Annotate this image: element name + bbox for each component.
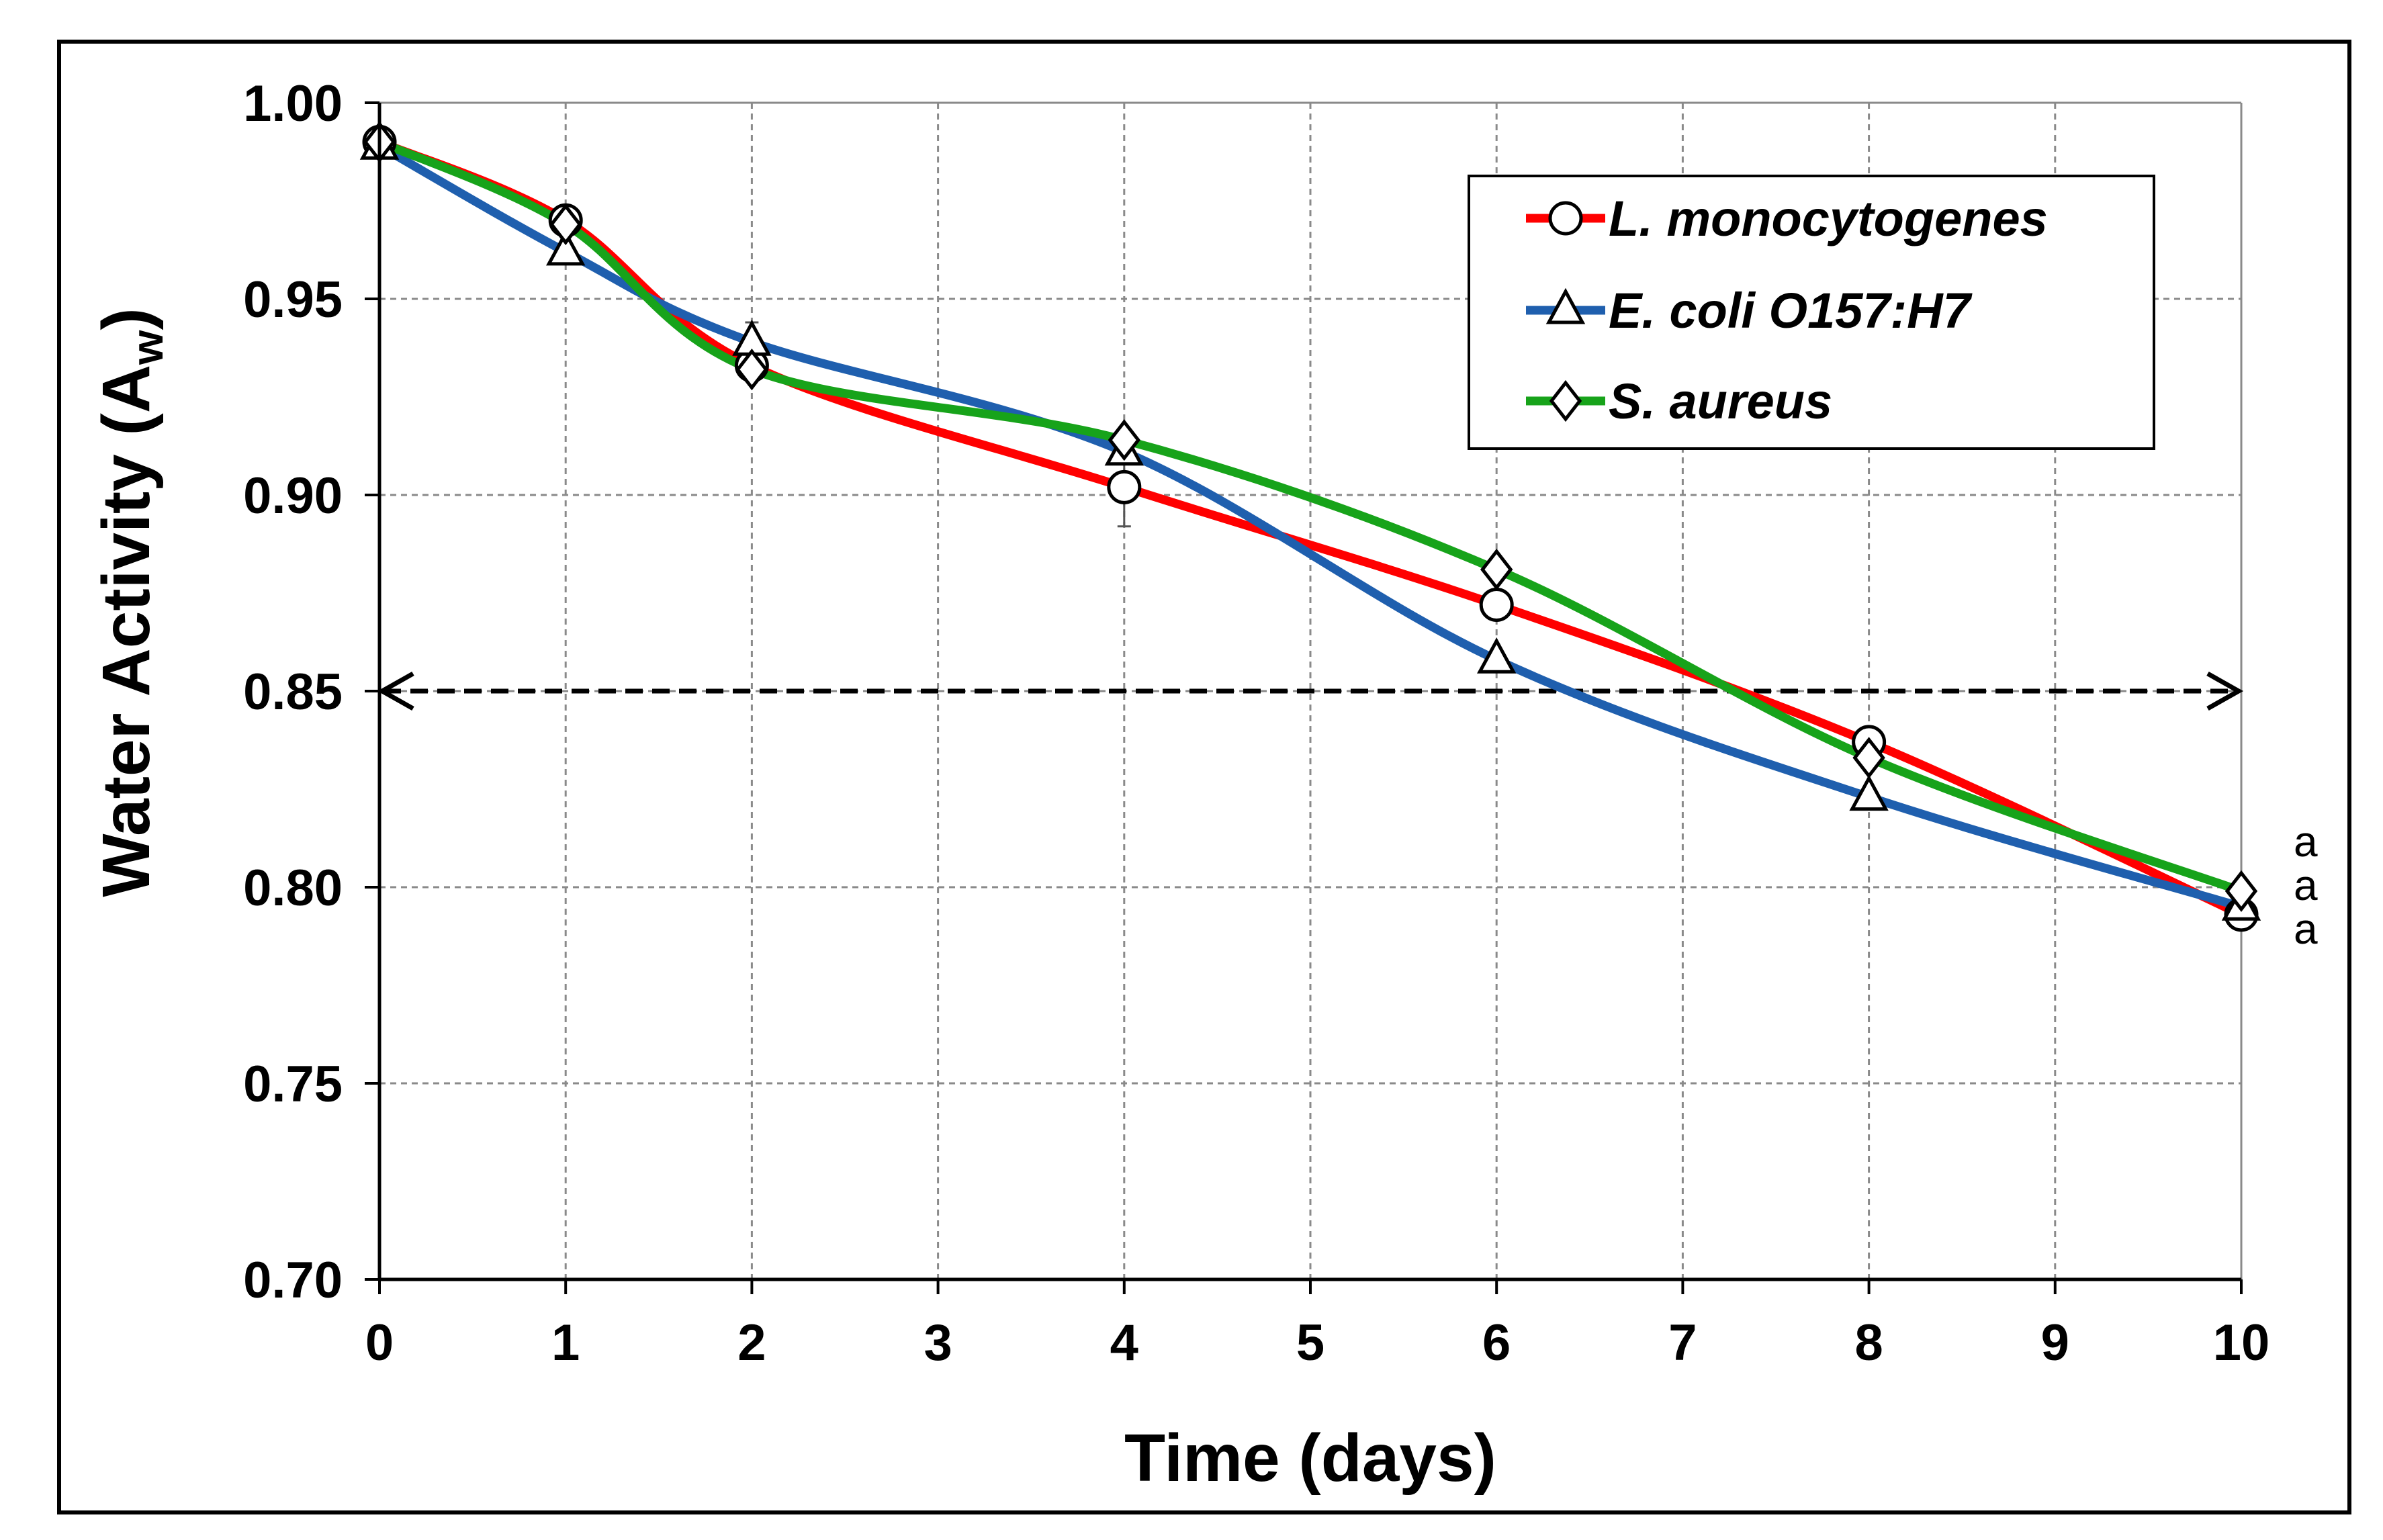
legend-label-s-aureus: S. aureus	[1609, 373, 1832, 429]
data-point-s-aureus	[1852, 737, 1885, 779]
data-point-l-monocytogenes	[1107, 469, 1142, 504]
legend-marker-l-monocytogenes	[1548, 201, 1583, 236]
data-point-s-aureus	[1480, 548, 1513, 591]
series-line-s-aureus	[375, 137, 2246, 896]
significance-label: a	[2294, 817, 2318, 866]
annotations: aaa	[2294, 817, 2318, 953]
legend-label-l-monocytogenes: L. monocytogenes	[1609, 191, 2048, 246]
y-axis-title: Water Activity (Aw)	[89, 308, 172, 897]
x-tick-label: 0	[365, 1314, 394, 1371]
x-tick-label: 2	[737, 1314, 766, 1371]
data-point-s-aureus	[549, 203, 582, 246]
series-group	[359, 121, 2261, 932]
legend-label-e-coli-o157-h7: E. coli O157:H7	[1609, 283, 1973, 338]
x-tick-label: 10	[2213, 1314, 2270, 1371]
data-point-e-coli-o157-h7	[1849, 774, 1889, 811]
x-tick-label: 3	[924, 1314, 952, 1371]
x-axis-title: Time (days)	[1124, 1420, 1496, 1496]
data-point-s-aureus	[735, 349, 768, 391]
legend: L. monocytogenes E. coli O157:H7 S. aureus	[1468, 175, 2155, 450]
significance-label: a	[2294, 861, 2318, 909]
data-point-e-coli-o157-h7	[545, 229, 586, 266]
significance-label: a	[2294, 905, 2318, 953]
y-tick-label: 0.80	[243, 860, 343, 917]
data-point-s-aureus	[1108, 419, 1140, 461]
x-tick-label: 9	[2041, 1314, 2069, 1371]
x-tick-label: 8	[1854, 1314, 1883, 1371]
y-tick-label: 0.75	[243, 1056, 343, 1113]
x-tick-label: 7	[1668, 1314, 1697, 1371]
data-point-e-coli-o157-h7	[1476, 637, 1517, 674]
x-tick-label: 1	[551, 1314, 580, 1371]
x-tick-label: 4	[1110, 1314, 1138, 1371]
y-tick-label: 0.70	[243, 1252, 343, 1309]
x-tick-label: 6	[1482, 1314, 1511, 1371]
reference-arrow-left	[377, 671, 414, 711]
y-tick-label: 0.95	[243, 271, 343, 328]
axes: 0 1 2 3 4 5 6 7 8 9 10 0.70 0.75 0.80 0.85 0.90 0.95 1.00	[243, 75, 2269, 1371]
x-tick-label: 5	[1296, 1314, 1324, 1371]
data-point-l-monocytogenes	[1479, 588, 1514, 623]
y-tick-label: 1.00	[243, 75, 343, 132]
legend-marker-s-aureus	[1549, 379, 1582, 422]
reference-arrow-right	[2206, 671, 2244, 711]
legend-marker-e-coli-o157-h7	[1545, 287, 1586, 324]
y-tick-label: 0.85	[243, 664, 343, 721]
data-point-s-aureus	[2224, 870, 2258, 912]
reference-line-group	[377, 671, 2244, 711]
y-tick-label: 0.90	[243, 467, 343, 525]
series-line-e-coli-o157-h7	[375, 141, 2246, 911]
